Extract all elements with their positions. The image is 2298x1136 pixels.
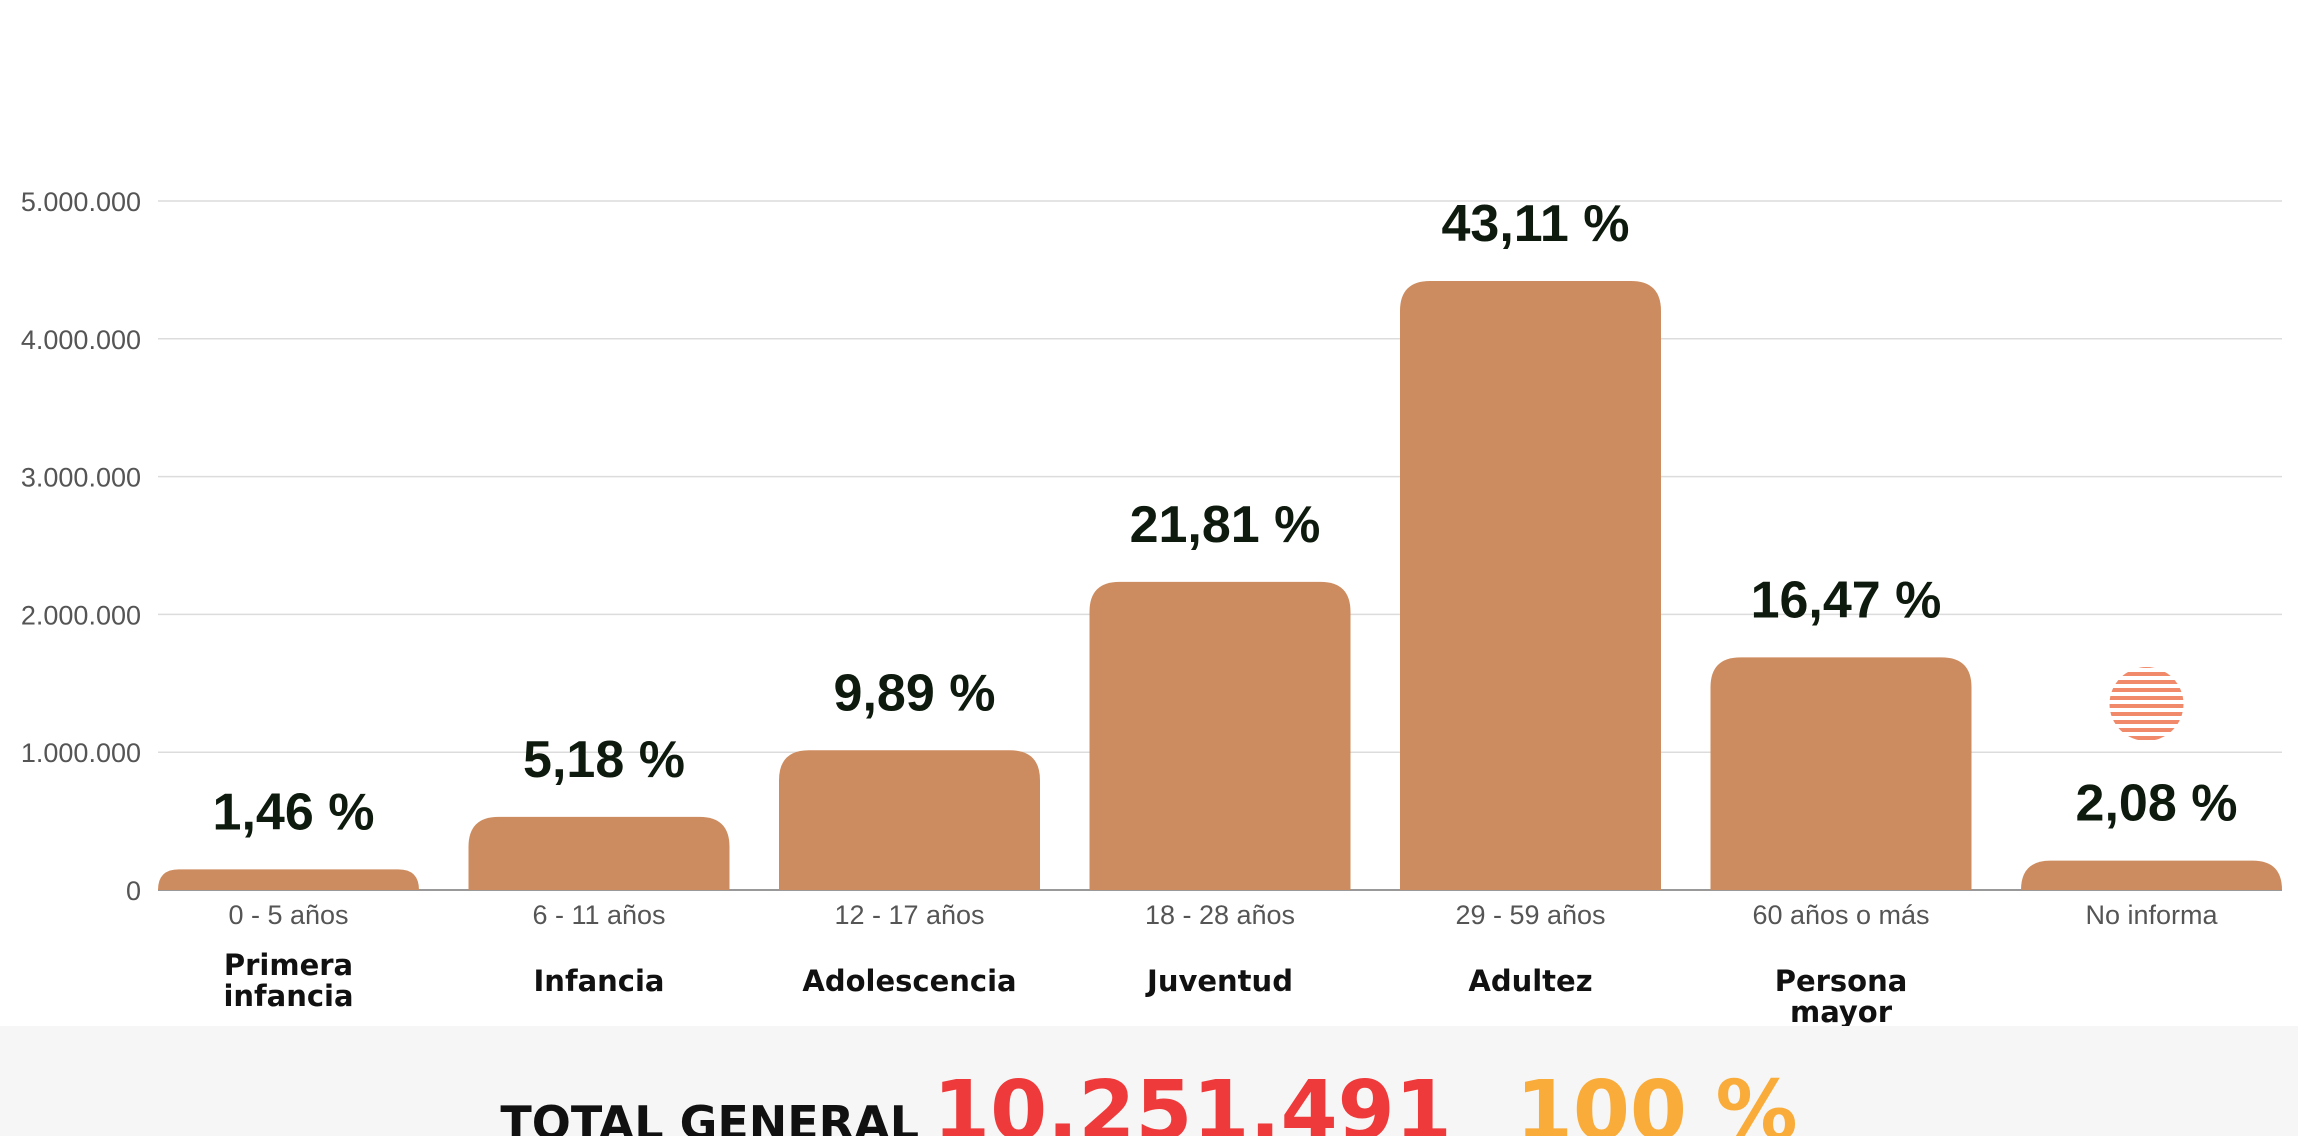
y-tick-label: 1.000.000 (21, 738, 141, 768)
group-label: Adultez (1468, 964, 1593, 998)
y-tick-label: 5.000.000 (21, 187, 141, 217)
value-label: 9,89 % (834, 664, 996, 722)
y-tick-label: 4.000.000 (21, 325, 141, 355)
group-label: Juventud (1147, 964, 1293, 998)
total-share: 100 % (1515, 1064, 1798, 1136)
bar (1710, 657, 1972, 890)
bar (779, 750, 1040, 890)
bar (158, 869, 419, 890)
value-label: 16,47 % (1751, 571, 1942, 629)
value-label: 5,18 % (523, 731, 685, 789)
bar (1089, 581, 1351, 890)
total-label: TOTAL GENERAL (500, 1096, 920, 1136)
total-row: TOTAL GENERAL 10.251.491 100 % (0, 1064, 2298, 1136)
bar (2021, 860, 2282, 890)
group-label: Primera infancia (223, 948, 354, 1013)
y-tick-label: 2.000.000 (21, 600, 141, 630)
x-tick-label: 12 - 17 años (834, 900, 984, 930)
chart: 0 1.000.000 2.000.000 3.000.000 4.000.000 5.0… (21, 187, 2282, 930)
x-tick-label: 60 años o más (1752, 900, 1929, 930)
no-info-icon (2109, 667, 2184, 741)
total-value: 10.251.491 (933, 1064, 1452, 1136)
x-tick-label: No informa (2085, 900, 2218, 930)
x-tick-label: 0 - 5 años (228, 900, 348, 930)
y-tick-label: 0 (126, 876, 141, 906)
group-label: Persona mayor (1774, 964, 1908, 1029)
x-tick-label: 18 - 28 años (1145, 900, 1295, 930)
x-tick-label: 29 - 59 años (1455, 900, 1605, 930)
value-label: 1,46 % (213, 783, 375, 841)
y-tick-label: 3.000.000 (21, 463, 141, 493)
value-label: 2,08 % (2076, 775, 2238, 833)
value-label: 43,11 % (1442, 195, 1630, 253)
value-label: 21,81 % (1130, 496, 1321, 554)
bar (468, 816, 730, 890)
bar (1400, 281, 1661, 891)
group-label: Adolescencia (802, 964, 1017, 998)
x-tick-label: 6 - 11 años (532, 900, 665, 930)
footer: TOTAL GENERAL 10.251.491 100 % (0, 1026, 2298, 1136)
group-label: Infancia (533, 964, 665, 998)
